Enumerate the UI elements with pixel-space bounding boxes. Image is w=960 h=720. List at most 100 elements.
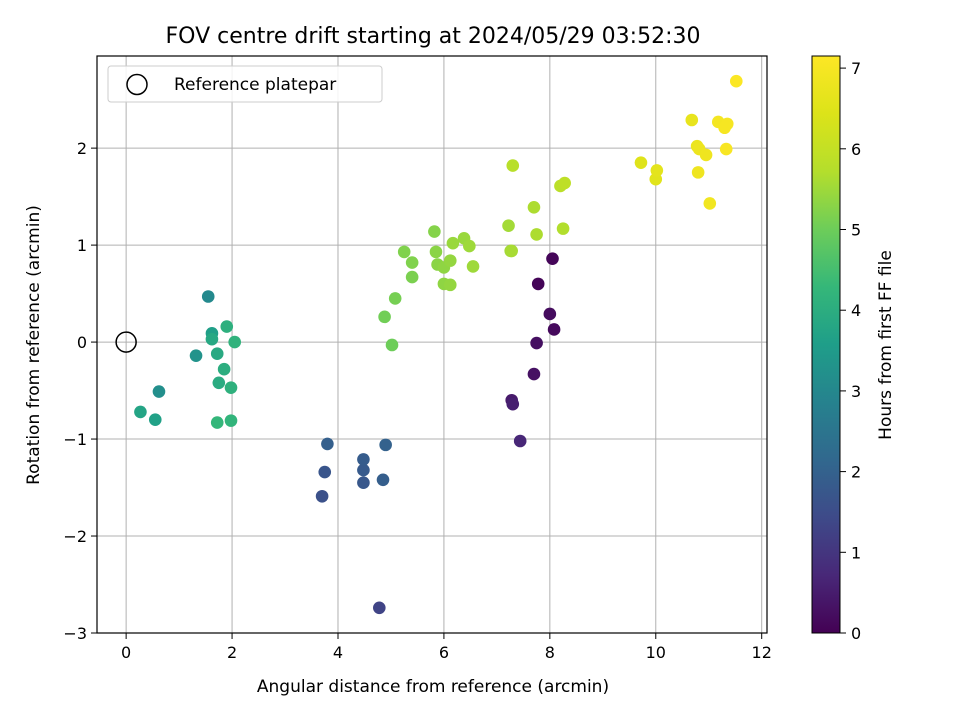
data-point bbox=[506, 159, 520, 172]
data-point bbox=[148, 413, 162, 426]
data-point bbox=[729, 74, 743, 88]
data-point bbox=[685, 113, 699, 127]
data-point bbox=[546, 252, 559, 265]
data-point bbox=[530, 336, 543, 350]
data-point bbox=[530, 228, 543, 241]
data-point bbox=[531, 277, 545, 291]
plot-border bbox=[96, 55, 768, 634]
data-point bbox=[201, 290, 215, 303]
x-axis-label: Angular distance from reference (arcmin) bbox=[257, 677, 609, 697]
data-point bbox=[634, 156, 648, 169]
colorbar-tick-label: 7 bbox=[851, 59, 861, 78]
legend: Reference platepar bbox=[107, 65, 383, 103]
data-point bbox=[388, 292, 402, 305]
data-point bbox=[378, 310, 391, 324]
data-point bbox=[720, 117, 734, 131]
data-point bbox=[556, 222, 570, 235]
colorbar-tick-label: 0 bbox=[851, 624, 861, 643]
y-tick-label: −2 bbox=[63, 527, 87, 546]
data-point bbox=[152, 385, 166, 398]
data-point bbox=[699, 148, 713, 162]
data-point bbox=[357, 463, 370, 477]
data-point bbox=[379, 438, 392, 452]
colorbar-gradient bbox=[812, 56, 840, 633]
colorbar-label: Hours from first FF file bbox=[876, 250, 896, 440]
chart-title: FOV centre drift starting at 2024/05/29 … bbox=[166, 24, 701, 49]
data-point bbox=[220, 320, 234, 333]
x-tick-label: 8 bbox=[545, 643, 555, 662]
data-point bbox=[547, 323, 561, 336]
legend-marker-open-circle bbox=[126, 73, 148, 96]
data-point bbox=[397, 245, 411, 259]
x-tick-label: 12 bbox=[752, 643, 772, 662]
data-point bbox=[443, 278, 457, 292]
reference-platepar-marker bbox=[115, 331, 137, 353]
x-tick-label: 10 bbox=[646, 643, 666, 662]
data-point bbox=[719, 142, 733, 156]
data-points bbox=[134, 74, 743, 615]
plot-area bbox=[97, 56, 767, 633]
y-tick-label: 0 bbox=[77, 333, 87, 352]
y-tick-label: 2 bbox=[77, 139, 87, 158]
reference-marker-layer bbox=[115, 331, 137, 353]
y-tick-label: 1 bbox=[77, 236, 87, 255]
data-point bbox=[463, 239, 476, 253]
data-point bbox=[466, 260, 480, 273]
colorbar-tick-label: 6 bbox=[851, 140, 861, 159]
colorbar-border bbox=[811, 55, 841, 634]
data-point bbox=[558, 176, 571, 190]
data-point bbox=[446, 236, 460, 250]
colorbar-tick-label: 2 bbox=[851, 463, 861, 482]
data-point bbox=[373, 601, 386, 615]
legend-entry-reference-platepar: Reference platepar bbox=[174, 75, 336, 95]
data-point bbox=[376, 473, 390, 487]
x-tick-label: 6 bbox=[439, 643, 449, 662]
colorbar-tick-label: 5 bbox=[851, 221, 861, 240]
colorbar-tick-label: 1 bbox=[851, 543, 861, 562]
y-axis-label: Rotation from reference (arcmin) bbox=[24, 205, 44, 485]
data-point bbox=[429, 245, 443, 259]
data-point bbox=[134, 405, 147, 419]
data-point bbox=[224, 414, 238, 427]
colorbar: 0 1 2 3 4 5 6 7 Hours from first FF file bbox=[811, 55, 896, 643]
data-point bbox=[443, 254, 457, 267]
y-axis-ticks: −3 −2 −1 0 1 2 bbox=[63, 139, 97, 643]
x-tick-label: 4 bbox=[333, 643, 343, 662]
data-point bbox=[357, 453, 370, 466]
data-point bbox=[205, 332, 219, 346]
x-tick-label: 0 bbox=[121, 643, 131, 662]
data-point bbox=[357, 476, 370, 489]
colorbar-ticks: 0 1 2 3 4 5 6 7 bbox=[840, 59, 861, 643]
data-point bbox=[405, 270, 419, 284]
data-point bbox=[691, 166, 705, 179]
data-point bbox=[210, 347, 224, 361]
data-point bbox=[527, 200, 541, 214]
data-point bbox=[405, 256, 419, 269]
data-point bbox=[210, 416, 224, 429]
data-point bbox=[315, 489, 329, 503]
data-point bbox=[543, 307, 557, 321]
data-point bbox=[228, 335, 242, 349]
data-point bbox=[650, 164, 664, 177]
y-tick-label: −1 bbox=[63, 430, 87, 449]
x-tick-label: 2 bbox=[227, 643, 237, 662]
data-point bbox=[703, 197, 717, 210]
data-point bbox=[212, 376, 226, 390]
data-point bbox=[513, 434, 527, 448]
data-point bbox=[217, 362, 231, 376]
y-tick-label: −3 bbox=[63, 624, 87, 643]
x-axis-ticks: 0 2 4 6 8 10 12 bbox=[121, 633, 772, 662]
data-point bbox=[189, 349, 203, 362]
data-point bbox=[527, 367, 541, 381]
data-point bbox=[318, 465, 332, 479]
colorbar-tick-label: 4 bbox=[851, 301, 861, 320]
data-point bbox=[321, 437, 334, 451]
data-point bbox=[506, 397, 520, 411]
legend-box bbox=[107, 65, 383, 103]
data-point bbox=[385, 338, 399, 352]
data-point bbox=[428, 225, 441, 238]
colorbar-tick-label: 3 bbox=[851, 382, 861, 401]
data-point bbox=[505, 244, 519, 258]
